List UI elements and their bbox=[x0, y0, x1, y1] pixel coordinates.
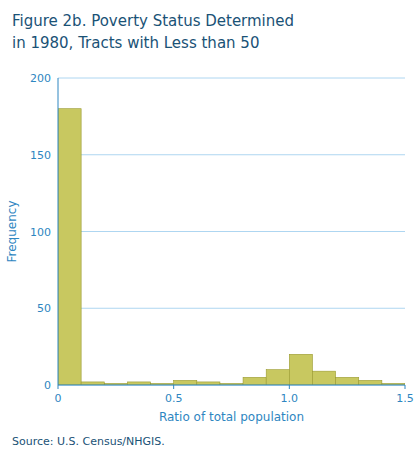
histogram-bar bbox=[289, 354, 312, 385]
histogram-bar bbox=[312, 371, 335, 385]
histogram-bar bbox=[359, 380, 382, 385]
x-tick-label: 1.0 bbox=[281, 392, 299, 405]
grid-line bbox=[58, 385, 405, 386]
x-tick-label: 1.5 bbox=[396, 392, 414, 405]
grid bbox=[58, 78, 405, 385]
x-tick bbox=[173, 385, 174, 389]
chart-container: Figure 2b. Poverty Status Determined in 1… bbox=[0, 0, 420, 455]
histogram-bar bbox=[174, 380, 197, 385]
source-note: Source: U.S. Census/NHGIS. bbox=[12, 435, 165, 448]
histogram-bar bbox=[336, 377, 359, 385]
y-tick-label: 100 bbox=[30, 226, 51, 239]
grid-line bbox=[58, 308, 405, 309]
grid-line bbox=[58, 154, 405, 155]
subtitle: in 1980, Tracts with Less than 50 bbox=[12, 34, 259, 52]
x-axis-line bbox=[58, 385, 405, 386]
y-tick-label: 150 bbox=[30, 149, 51, 162]
x-tick bbox=[405, 385, 406, 389]
grid-line bbox=[58, 78, 405, 79]
x-tick-label: 0.5 bbox=[165, 392, 183, 405]
chart: Figure 2b. Poverty Status Determined in 1… bbox=[0, 0, 420, 455]
y-tick-label: 50 bbox=[37, 302, 51, 315]
y-tick-label: 0 bbox=[44, 379, 51, 392]
histogram-bar bbox=[58, 109, 81, 385]
x-axis-label: Ratio of total population bbox=[159, 410, 304, 424]
grid-line bbox=[58, 231, 405, 232]
bars bbox=[58, 109, 405, 385]
title: Figure 2b. Poverty Status Determined bbox=[12, 12, 294, 30]
x-tick-label: 0 bbox=[55, 392, 62, 405]
y-axis-line bbox=[58, 78, 59, 385]
x-tick bbox=[58, 385, 59, 389]
histogram-bar bbox=[266, 370, 289, 385]
x-tick bbox=[289, 385, 290, 389]
y-axis-label: Frequency bbox=[5, 201, 19, 263]
histogram-bar bbox=[243, 377, 266, 385]
y-tick-label: 200 bbox=[30, 72, 51, 85]
